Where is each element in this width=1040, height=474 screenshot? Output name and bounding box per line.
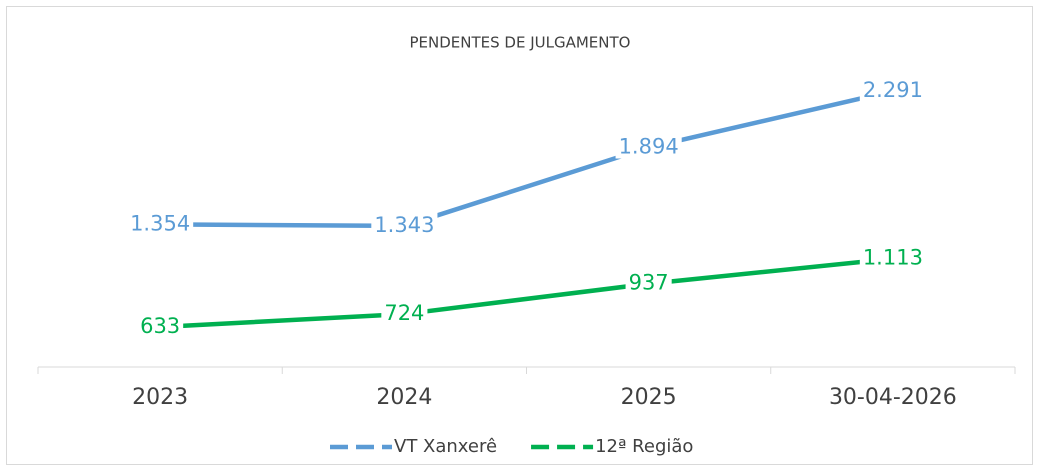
x-tick-label: 30-04-2026 xyxy=(829,385,957,410)
series-line xyxy=(160,88,894,229)
x-tick-label: 2024 xyxy=(376,385,432,410)
x-tick-label: 2025 xyxy=(621,385,677,410)
data-label-bg xyxy=(381,301,428,326)
data-label: 937 xyxy=(629,271,669,295)
data-label-group: 1.894 xyxy=(615,134,682,159)
chart-title: PENDENTES DE JULGAMENTO xyxy=(410,34,631,52)
data-label: 1.894 xyxy=(619,135,679,159)
data-label: 633 xyxy=(140,314,180,338)
legend-label: 12ª Região xyxy=(595,436,693,457)
data-label-bg xyxy=(859,78,926,102)
series-line xyxy=(160,256,894,330)
data-label-group: 633 xyxy=(137,314,184,338)
data-label: 724 xyxy=(384,301,424,325)
data-label-bg xyxy=(127,211,194,236)
x-tick-label: 2023 xyxy=(132,385,188,410)
data-label-group: 1.343 xyxy=(371,212,438,237)
data-label-group: 724 xyxy=(381,301,428,326)
legend-label: VT Xanxerê xyxy=(394,436,497,457)
data-label-group: 937 xyxy=(625,270,672,295)
data-label: 2.291 xyxy=(863,78,923,102)
data-label: 1.343 xyxy=(374,213,434,237)
data-label: 1.113 xyxy=(863,246,923,270)
data-label-bg xyxy=(615,134,682,159)
data-label-bg xyxy=(625,270,672,295)
data-label-group: 2.291 xyxy=(859,78,926,102)
data-label-bg xyxy=(859,245,926,270)
data-label-group: 1.113 xyxy=(859,245,926,270)
data-label-group: 1.354 xyxy=(127,211,194,236)
data-label-bg xyxy=(371,212,438,237)
data-label: 1.354 xyxy=(130,211,190,235)
data-label-bg xyxy=(137,314,184,338)
